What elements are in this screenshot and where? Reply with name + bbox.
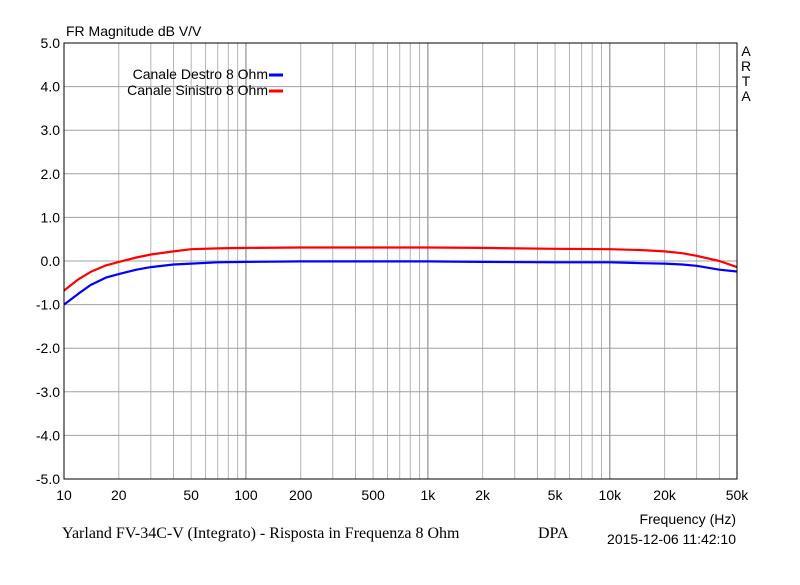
series-lines [63, 246, 738, 306]
x-tick-label: 10 [56, 487, 72, 503]
legend-label: Canale Destro 8 Ohm [133, 66, 268, 82]
x-tick-label: 5k [548, 487, 564, 503]
plot-frame [63, 42, 738, 480]
x-tick-label: 200 [289, 487, 313, 503]
side-label-letter: T [742, 73, 751, 89]
side-label-letter: A [741, 43, 751, 59]
y-tick-label: 3.0 [41, 122, 61, 138]
x-tick-label: 50 [183, 487, 199, 503]
y-tick-label: 1.0 [41, 209, 61, 225]
legend-label: Canale Sinistro 8 Ohm [127, 82, 268, 98]
x-tick-label: 20k [653, 487, 677, 503]
y-tick-label: 0.0 [41, 253, 61, 269]
y-tick-label: 5.0 [41, 35, 61, 51]
chart-title: FR Magnitude dB V/V [66, 23, 202, 39]
x-tick-label: 10k [599, 487, 623, 503]
x-tick-label: 20 [111, 487, 127, 503]
y-tick-label: 2.0 [41, 166, 61, 182]
footer-caption: Yarland FV-34C-V (Integrato) - Risposta … [62, 525, 460, 542]
side-label-letter: A [741, 88, 751, 104]
side-label-letter: R [741, 58, 751, 74]
x-tick-label: 2k [475, 487, 491, 503]
y-tick-label: -1.0 [36, 297, 60, 313]
series-line-sinistro [63, 246, 738, 292]
y-tick-label: -3.0 [36, 384, 60, 400]
y-tick-label: -5.0 [36, 471, 60, 487]
x-tick-labels: 10 20 50 100 200 500 1k 2k 5k 10k 20k 50k [56, 487, 749, 503]
y-tick-label: 4.0 [41, 79, 61, 95]
x-tick-label: 100 [234, 487, 258, 503]
x-tick-label: 500 [361, 487, 385, 503]
y-tick-label: -4.0 [36, 427, 60, 443]
x-tick-label: 1k [420, 487, 436, 503]
x-tick-label: 50k [726, 487, 750, 503]
x-axis-label: Frequency (Hz) [640, 511, 736, 527]
y-tick-label: -2.0 [36, 340, 60, 356]
footer-tag: DPA [538, 525, 569, 542]
series-line-destro [63, 260, 738, 306]
footer-timestamp: 2015-12-06 11:42:10 [607, 531, 736, 547]
y-tick-labels: 5.0 4.0 3.0 2.0 1.0 0.0 -1.0 -2.0 -3.0 -4.0 -5.0 [36, 35, 60, 487]
